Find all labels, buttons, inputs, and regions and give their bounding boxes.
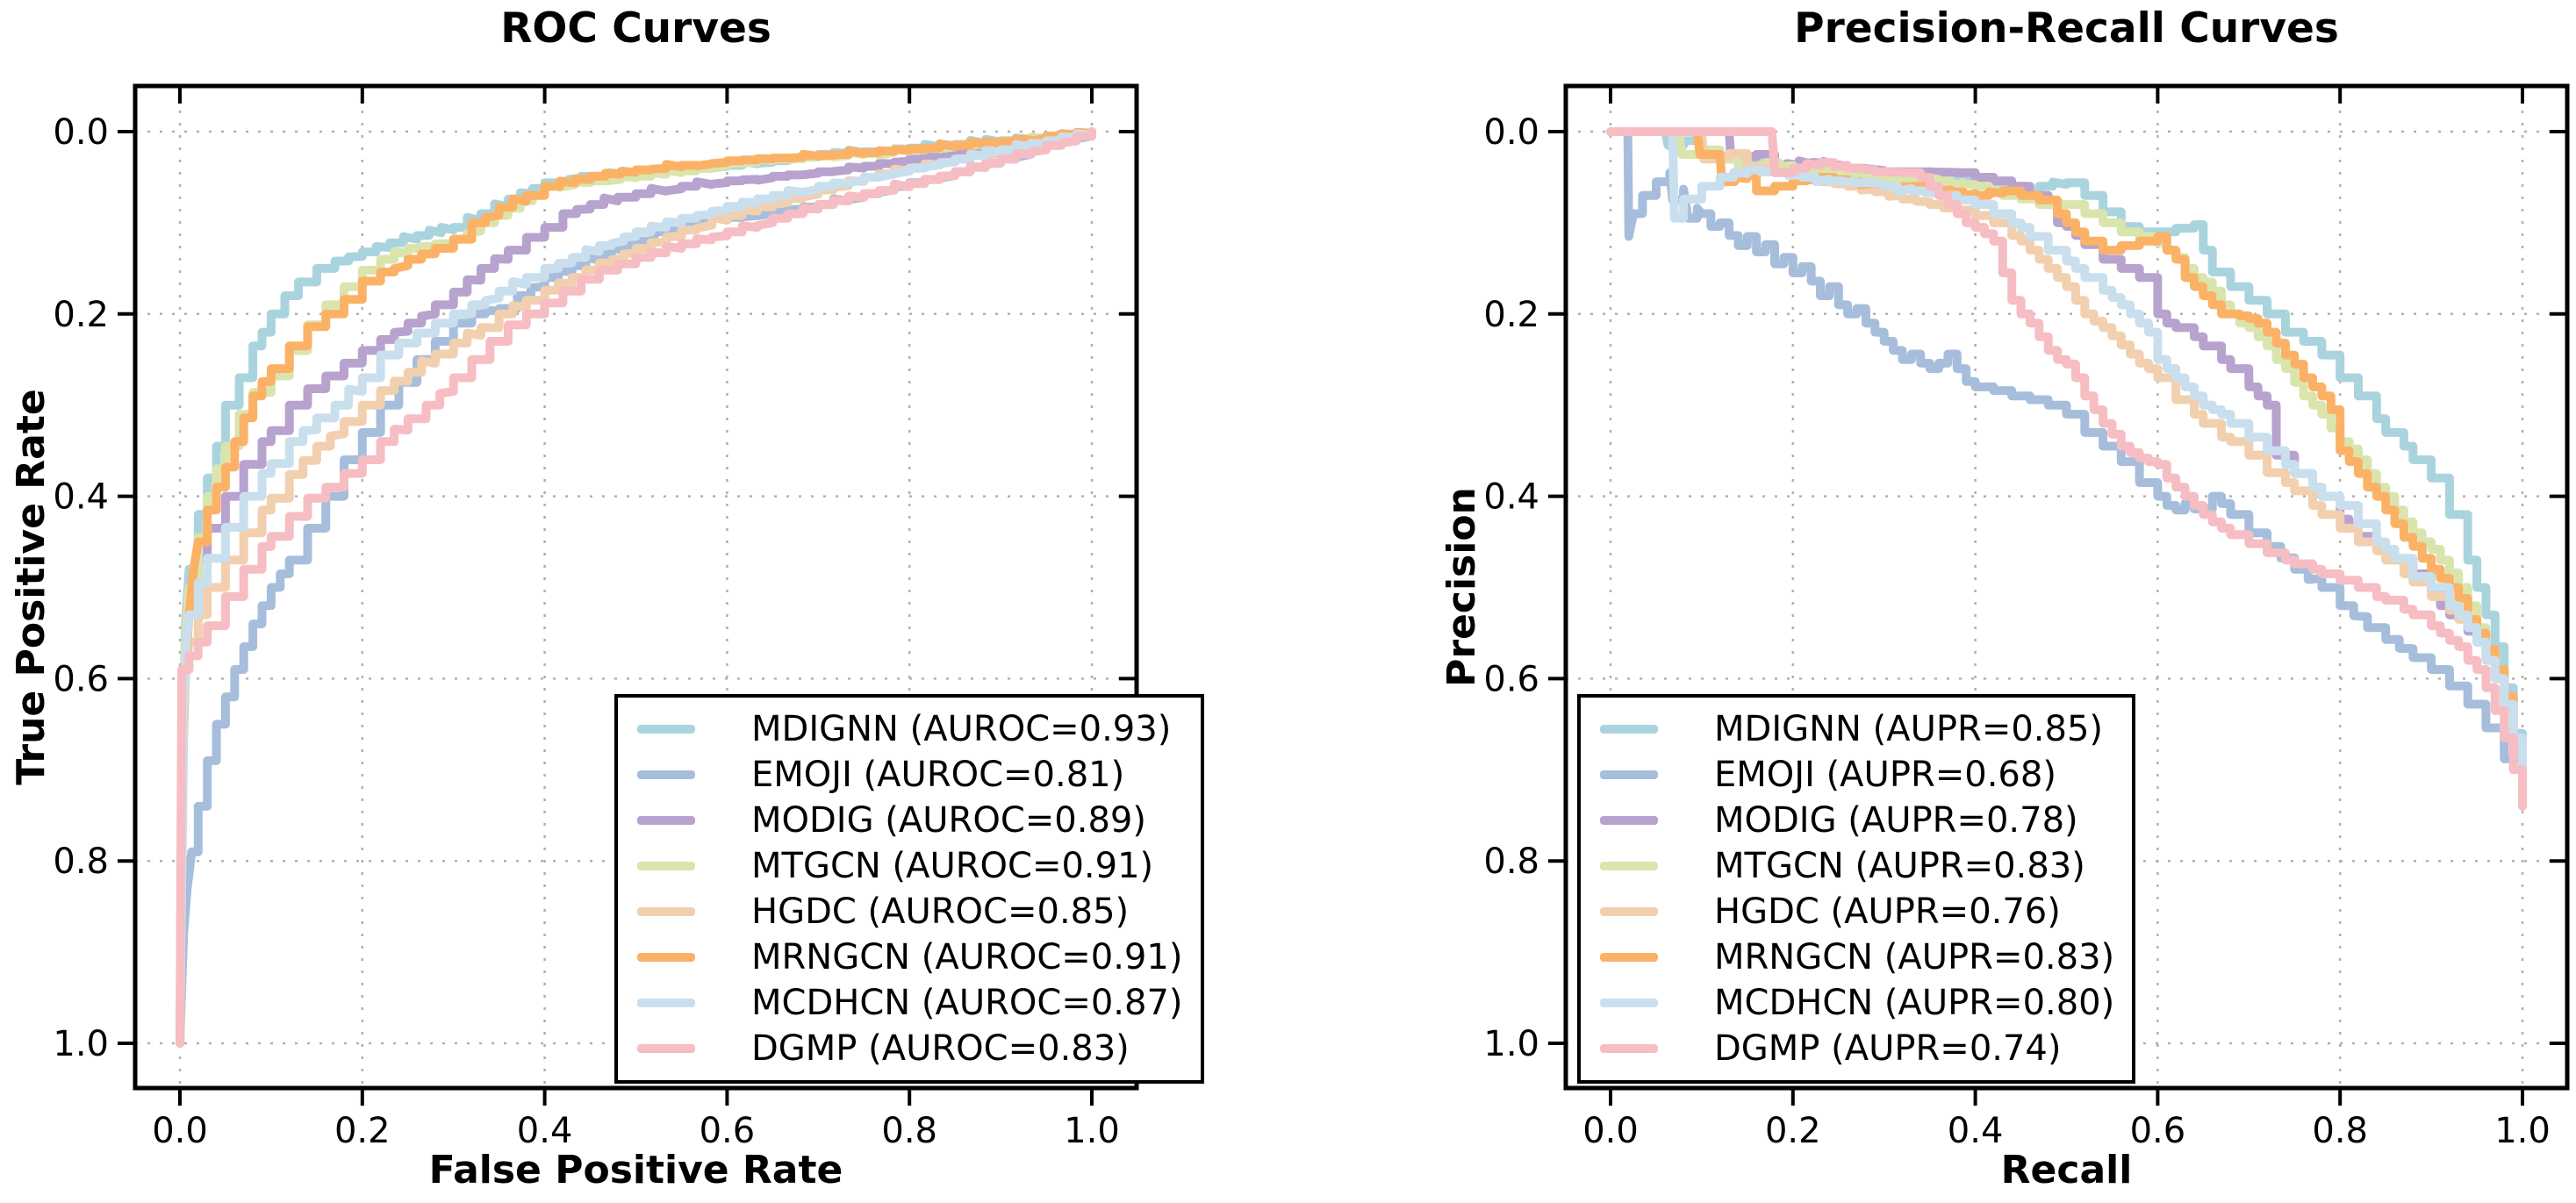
mrngcn-curve	[176, 127, 1096, 1048]
x-tick-label: 0.0	[152, 1111, 208, 1151]
emoji-curve	[1606, 127, 2527, 802]
legend-swatch	[637, 907, 695, 916]
legend-item: MRNGCN (AUROC=0.91)	[637, 934, 1183, 980]
legend-item-label: MRNGCN (AUPR=0.83)	[1714, 937, 2115, 977]
legend-swatch	[637, 999, 695, 1007]
roc-x-axis-label: False Positive Rate	[428, 1148, 843, 1192]
pr-legend: MDIGNN (AUPR=0.85) EMOJI (AUPR=0.68) MOD…	[1577, 694, 2136, 1084]
legend-swatch	[637, 953, 695, 962]
x-tick-label: 1.0	[1064, 1111, 1120, 1151]
legend-swatch	[637, 816, 695, 825]
x-tick-label: 0.4	[1948, 1111, 2004, 1151]
legend-item-label: EMOJI (AUROC=0.81)	[751, 755, 1125, 795]
legend-item: MDIGNN (AUPR=0.85)	[1600, 706, 2114, 752]
legend-swatch	[1600, 816, 1658, 825]
legend-swatch	[1600, 953, 1658, 962]
legend-item-label: DGMP (AUPR=0.74)	[1714, 1028, 2062, 1069]
legend-item-label: DGMP (AUROC=0.83)	[751, 1028, 1130, 1069]
legend-item: MODIG (AUPR=0.78)	[1600, 798, 2114, 843]
x-tick-label: 0.0	[1582, 1111, 1639, 1151]
legend-swatch	[637, 770, 695, 779]
y-tick-label: 0.4	[1483, 477, 1539, 518]
roc-y-axis-label: True Positive Rate	[9, 389, 54, 785]
x-tick-label: 1.0	[2494, 1111, 2551, 1151]
legend-swatch	[1600, 725, 1658, 734]
modig-curve	[176, 127, 1096, 1048]
legend-item-label: MTGCN (AUROC=0.91)	[751, 846, 1154, 886]
legend-item: MTGCN (AUPR=0.83)	[1600, 843, 2114, 889]
legend-item-label: MDIGNN (AUROC=0.93)	[751, 709, 1172, 749]
legend-swatch	[1600, 862, 1658, 870]
pr-x-axis-label: Recall	[2000, 1148, 2133, 1192]
dgmp-curve	[176, 127, 1096, 1048]
x-tick-label: 0.2	[1765, 1111, 1821, 1151]
legend-item: MTGCN (AUROC=0.91)	[637, 843, 1183, 889]
x-tick-label: 0.2	[334, 1111, 391, 1151]
roc-chart: 0.0 1.0 0.2 0.8 0.4 0.6 0.6 0.4 0.8 0.2 1.0 0.0	[53, 83, 1139, 1151]
legend-swatch	[637, 725, 695, 734]
legend-item-label: MODIG (AUPR=0.78)	[1714, 800, 2078, 841]
dgmp-curve	[1606, 127, 2527, 811]
legend-swatch	[1600, 907, 1658, 916]
axes-frame	[1563, 83, 2570, 1091]
legend-swatch	[1600, 1044, 1658, 1053]
legend-item: MDIGNN (AUROC=0.93)	[637, 706, 1183, 752]
roc-chart-title: ROC Curves	[500, 4, 771, 53]
legend-swatch	[1600, 999, 1658, 1007]
x-tick-label: 0.8	[2312, 1111, 2368, 1151]
pr-chart: 0.0 1.0 0.2 0.8 0.4 0.6 0.6 0.4 0.8 0.2 1.0 0.0	[1483, 83, 2570, 1151]
mtgcn-curve	[1606, 127, 2527, 802]
x-tick-label: 0.6	[700, 1111, 756, 1151]
roc-legend: MDIGNN (AUROC=0.93) EMOJI (AUROC=0.81) M…	[614, 694, 1204, 1084]
legend-item-label: HGDC (AUROC=0.85)	[751, 892, 1130, 932]
pr-chart-title: Precision-Recall Curves	[1794, 4, 2339, 53]
legend-item: MCDHCN (AUPR=0.80)	[1600, 980, 2114, 1026]
mcdhcn-curve	[1606, 127, 2527, 788]
legend-item-label: EMOJI (AUPR=0.68)	[1714, 755, 2056, 795]
x-tick-label: 0.8	[881, 1111, 937, 1151]
y-tick-label: 0.6	[53, 659, 109, 699]
y-tick-label: 0.2	[53, 295, 109, 335]
y-tick-label: 0.8	[1483, 841, 1539, 882]
y-tick-label: 0.4	[53, 477, 109, 518]
y-tick-label: 0.8	[53, 841, 109, 882]
legend-item: MODIG (AUROC=0.89)	[637, 798, 1183, 843]
legend-item-label: MCDHCN (AUPR=0.80)	[1714, 983, 2115, 1023]
legend-item-label: MTGCN (AUPR=0.83)	[1714, 846, 2085, 886]
legend-item: MRNGCN (AUPR=0.83)	[1600, 934, 2114, 980]
legend-item: HGDC (AUROC=0.85)	[637, 889, 1183, 934]
legend-item-label: HGDC (AUPR=0.76)	[1714, 892, 2061, 932]
x-tick-label: 0.6	[2130, 1111, 2186, 1151]
pr-y-axis-label: Precision	[1439, 487, 1484, 687]
legend-item: EMOJI (AUROC=0.81)	[637, 752, 1183, 798]
legend-item: MCDHCN (AUROC=0.87)	[637, 980, 1183, 1026]
legend-item: HGDC (AUPR=0.76)	[1600, 889, 2114, 934]
legend-item: DGMP (AUPR=0.74)	[1600, 1026, 2114, 1071]
legend-swatch	[637, 1044, 695, 1053]
legend-item-label: MRNGCN (AUROC=0.91)	[751, 937, 1183, 977]
y-tick-label: 0.0	[1483, 112, 1539, 153]
y-tick-label: 0.6	[1483, 659, 1539, 699]
y-tick-label: 1.0	[53, 1024, 109, 1064]
legend-item-label: MCDHCN (AUROC=0.87)	[751, 983, 1183, 1023]
legend-item-label: MDIGNN (AUPR=0.85)	[1714, 709, 2104, 749]
legend-item-label: MODIG (AUROC=0.89)	[751, 800, 1146, 841]
y-tick-label: 1.0	[1483, 1024, 1539, 1064]
legend-item: DGMP (AUROC=0.83)	[637, 1026, 1183, 1071]
x-tick-label: 0.4	[517, 1111, 573, 1151]
axes-frame	[133, 83, 1139, 1091]
y-tick-label: 0.2	[1483, 295, 1539, 335]
y-tick-label: 0.0	[53, 112, 109, 153]
mcdhcn-curve	[176, 127, 1096, 1048]
legend-swatch	[1600, 770, 1658, 779]
legend-swatch	[637, 862, 695, 870]
legend-item: EMOJI (AUPR=0.68)	[1600, 752, 2114, 798]
